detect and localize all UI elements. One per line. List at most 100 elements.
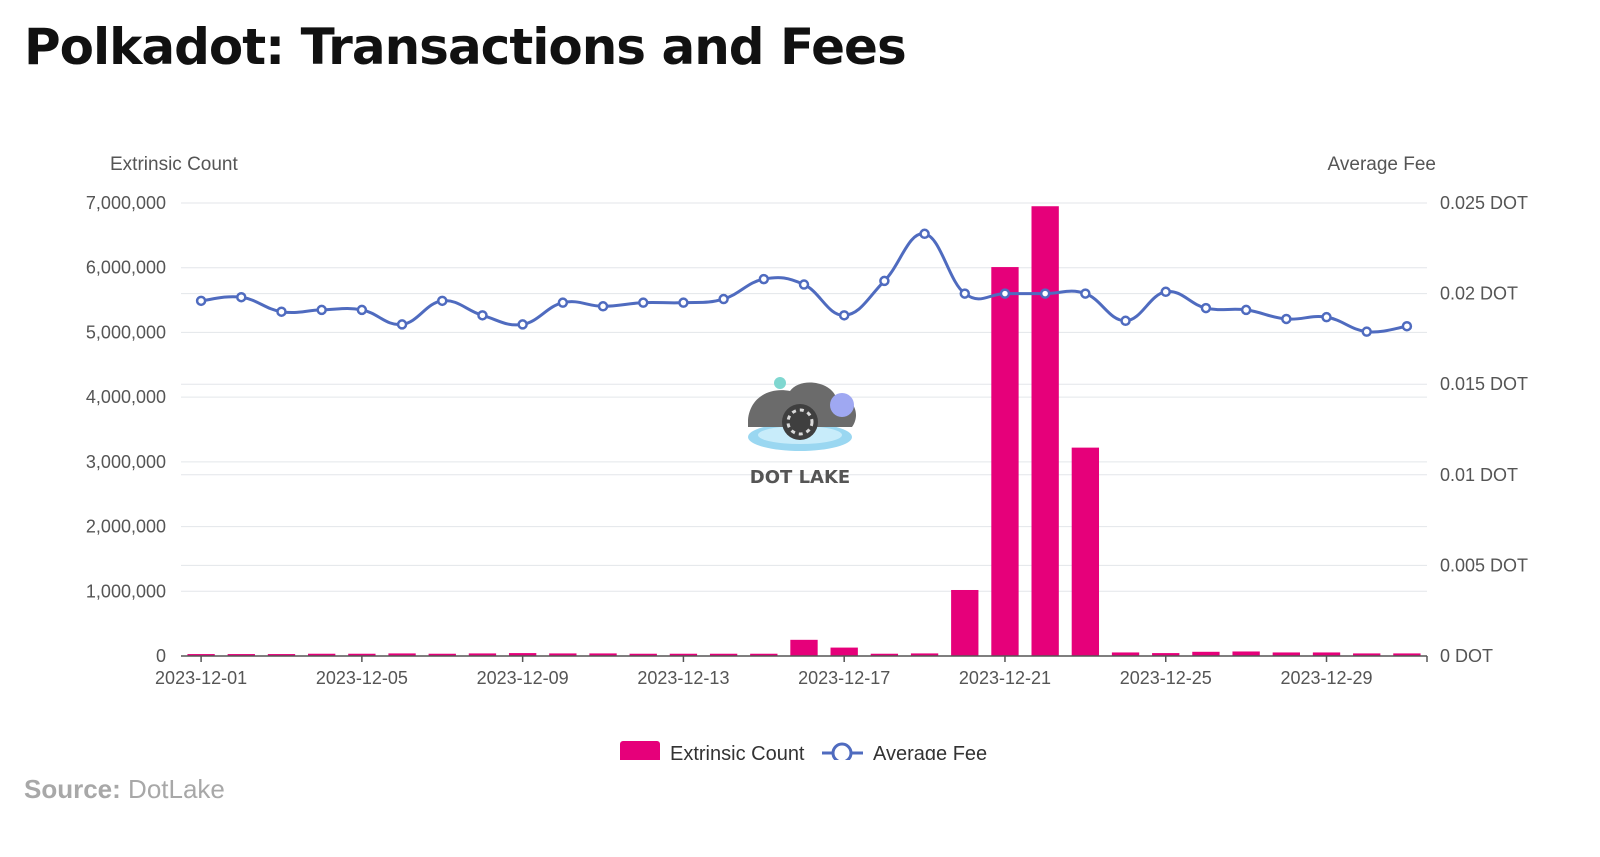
fee-point-2023-12-02[interactable] bbox=[236, 291, 247, 303]
fee-point-2023-12-09[interactable] bbox=[517, 319, 528, 330]
fee-point-2023-12-21[interactable] bbox=[999, 288, 1011, 299]
y-right-axis-label: Average Fee bbox=[1328, 154, 1436, 175]
bar-2023-12-25[interactable] bbox=[1152, 653, 1180, 656]
bar-2023-12-20[interactable] bbox=[951, 589, 979, 656]
y-right-tick-label: 0.005 DOT bbox=[1440, 555, 1528, 575]
bar-2023-12-07[interactable] bbox=[428, 653, 456, 656]
y-left-tick-label: 0 bbox=[156, 646, 166, 666]
fee-point-2023-12-15[interactable] bbox=[758, 273, 770, 285]
fee-point-2023-12-12[interactable] bbox=[637, 297, 649, 308]
line-series-average-fee bbox=[195, 228, 1413, 337]
fee-point-2023-12-22[interactable] bbox=[1039, 288, 1051, 299]
y-right-tick-label: 0.01 DOT bbox=[1440, 465, 1518, 485]
bar-series-extrinsic-count bbox=[187, 206, 1421, 656]
bar-2023-12-04[interactable] bbox=[308, 653, 336, 656]
y-right-tick-label: 0.02 DOT bbox=[1440, 284, 1518, 304]
bar-2023-12-08[interactable] bbox=[468, 653, 497, 656]
bar-2023-12-06[interactable] bbox=[388, 653, 416, 656]
x-tick-label: 2023-12-09 bbox=[477, 668, 569, 688]
source-note: Source: DotLake bbox=[24, 774, 225, 805]
fee-point-2023-12-24[interactable] bbox=[1120, 315, 1131, 327]
legend-swatch-average-fee-marker[interactable] bbox=[831, 742, 853, 760]
bar-2023-12-03[interactable] bbox=[267, 654, 296, 656]
y-left-tick-label: 4,000,000 bbox=[86, 387, 166, 407]
fee-point-2023-12-30[interactable] bbox=[1361, 326, 1372, 337]
source-label: Source: bbox=[24, 774, 121, 804]
fee-point-2023-12-05[interactable] bbox=[356, 304, 368, 316]
bar-2023-12-24[interactable] bbox=[1111, 652, 1140, 656]
y-left-tick-label: 7,000,000 bbox=[86, 193, 166, 213]
legend: Extrinsic Count Average Fee bbox=[620, 741, 987, 760]
bar-2023-12-19[interactable] bbox=[910, 653, 939, 656]
x-tick-label: 2023-12-21 bbox=[959, 668, 1051, 688]
fee-point-2023-12-20[interactable] bbox=[959, 288, 971, 299]
y-left-tick-label: 1,000,000 bbox=[86, 581, 166, 601]
fee-point-2023-12-28[interactable] bbox=[1281, 313, 1292, 325]
bar-2023-12-17[interactable] bbox=[830, 647, 858, 656]
fee-point-2023-12-07[interactable] bbox=[437, 295, 448, 307]
fee-point-2023-12-31[interactable] bbox=[1401, 320, 1413, 332]
bar-2023-12-05[interactable] bbox=[348, 653, 376, 656]
bar-2023-12-11[interactable] bbox=[589, 653, 617, 656]
y-right-tick-label: 0 DOT bbox=[1440, 646, 1493, 666]
legend-label-extrinsic-count[interactable]: Extrinsic Count bbox=[670, 743, 805, 760]
dotlake-watermark-logo: DOT LAKE bbox=[748, 377, 857, 488]
fee-point-2023-12-01[interactable] bbox=[195, 295, 207, 307]
bar-2023-12-16[interactable] bbox=[790, 639, 818, 656]
fee-point-2023-12-13[interactable] bbox=[678, 297, 689, 308]
y-left-tick-label: 5,000,000 bbox=[86, 322, 166, 342]
x-tick-label: 2023-12-25 bbox=[1120, 668, 1212, 688]
fee-point-2023-12-10[interactable] bbox=[557, 297, 569, 308]
bar-2023-12-14[interactable] bbox=[709, 653, 738, 656]
bar-2023-12-01[interactable] bbox=[187, 654, 215, 656]
y-left-tick-label: 2,000,000 bbox=[86, 517, 166, 537]
fee-point-2023-12-04[interactable] bbox=[316, 304, 327, 316]
fee-point-2023-12-08[interactable] bbox=[477, 310, 488, 321]
bar-2023-12-30[interactable] bbox=[1353, 653, 1381, 656]
bar-2023-12-31[interactable] bbox=[1393, 653, 1421, 656]
legend-label-average-fee[interactable]: Average Fee bbox=[873, 743, 987, 760]
fee-point-2023-12-18[interactable] bbox=[879, 275, 890, 287]
fee-point-2023-12-11[interactable] bbox=[597, 301, 609, 312]
bar-2023-12-12[interactable] bbox=[629, 653, 657, 656]
y-left-tick-label: 3,000,000 bbox=[86, 452, 166, 472]
y-right-tick-label: 0.025 DOT bbox=[1440, 193, 1528, 213]
fee-point-2023-12-16[interactable] bbox=[798, 279, 810, 290]
fee-point-2023-12-23[interactable] bbox=[1080, 288, 1091, 299]
legend-swatch-extrinsic-count[interactable] bbox=[620, 741, 660, 760]
bar-2023-12-13[interactable] bbox=[669, 653, 698, 656]
y-right-tick-label: 0.015 DOT bbox=[1440, 374, 1528, 394]
bar-2023-12-21[interactable] bbox=[991, 267, 1019, 656]
axes: 0 1,000,000 2,000,000 3,000,000 4,000,000 5,0… bbox=[86, 193, 1528, 688]
x-tick-label: 2023-12-01 bbox=[155, 668, 247, 688]
x-tick-label: 2023-12-17 bbox=[798, 668, 890, 688]
fee-point-2023-12-26[interactable] bbox=[1200, 302, 1212, 314]
fee-point-2023-12-17[interactable] bbox=[838, 310, 850, 321]
x-tick-label: 2023-12-29 bbox=[1280, 668, 1372, 688]
bar-2023-12-18[interactable] bbox=[870, 653, 899, 656]
bar-2023-12-09[interactable] bbox=[508, 653, 537, 656]
y-left-axis-label: Extrinsic Count bbox=[110, 154, 238, 175]
fee-point-2023-12-27[interactable] bbox=[1240, 304, 1252, 316]
bar-2023-12-28[interactable] bbox=[1272, 652, 1300, 656]
bar-2023-12-27[interactable] bbox=[1232, 651, 1260, 656]
watermark-text: DOT LAKE bbox=[750, 467, 850, 488]
x-tick-label: 2023-12-13 bbox=[637, 668, 729, 688]
bar-2023-12-22[interactable] bbox=[1031, 206, 1059, 656]
bar-2023-12-29[interactable] bbox=[1312, 652, 1341, 656]
chart-svg: 0 1,000,000 2,000,000 3,000,000 4,000,000 5,0… bbox=[86, 154, 1528, 760]
source-value: DotLake bbox=[128, 774, 225, 804]
fee-point-2023-12-03[interactable] bbox=[276, 306, 287, 317]
bar-2023-12-23[interactable] bbox=[1071, 447, 1100, 656]
y-left-tick-label: 6,000,000 bbox=[86, 258, 166, 278]
fee-point-2023-12-06[interactable] bbox=[396, 319, 408, 330]
fee-point-2023-12-29[interactable] bbox=[1321, 311, 1332, 323]
bar-2023-12-10[interactable] bbox=[549, 653, 577, 656]
bar-2023-12-26[interactable] bbox=[1192, 651, 1220, 656]
fee-point-2023-12-25[interactable] bbox=[1160, 286, 1171, 298]
bar-2023-12-02[interactable] bbox=[227, 654, 255, 656]
fee-point-2023-12-14[interactable] bbox=[718, 293, 729, 305]
fee-point-2023-12-19[interactable] bbox=[919, 228, 930, 240]
bar-2023-12-15[interactable] bbox=[750, 653, 778, 656]
chart-title: Polkadot: Transactions and Fees bbox=[24, 18, 907, 76]
